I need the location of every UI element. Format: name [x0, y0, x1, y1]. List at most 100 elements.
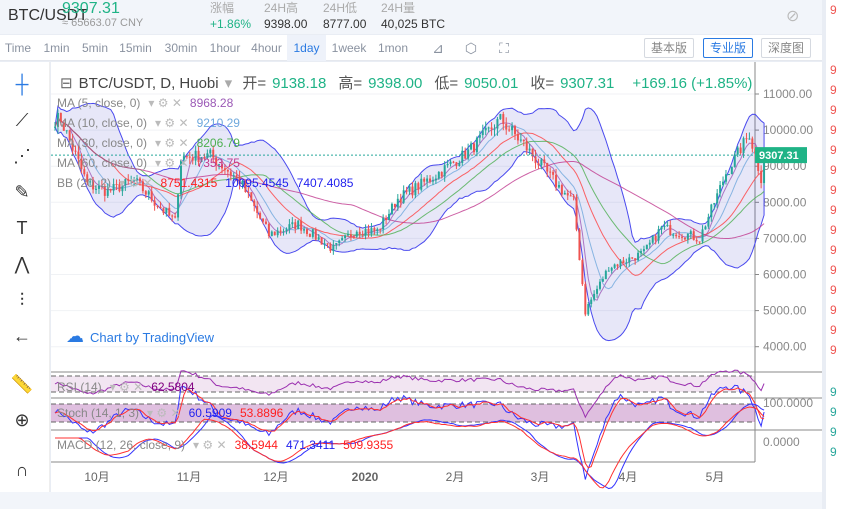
settings-icon[interactable]: ▾ ⚙ ✕ [119, 176, 153, 190]
indicators-icon[interactable]: ⬡ [464, 40, 478, 56]
ohlc-item: 低= 9050.01 [434, 75, 519, 92]
candle [320, 237, 323, 245]
settings-icon[interactable]: ▾ ⚙ ✕ [155, 156, 189, 170]
candle [270, 231, 273, 237]
candle [168, 207, 171, 216]
indicator-legend[interactable]: MACD (12, 26, close, 9) ▾ ⚙ ✕ 38.5944 471.3… [57, 438, 393, 452]
order-row[interactable]: 9 [830, 63, 837, 77]
candle [218, 164, 221, 166]
candle [226, 169, 229, 172]
view-button-2[interactable]: 深度图 [761, 38, 812, 58]
theme-toggle-icon[interactable]: ⊘ [786, 8, 800, 25]
candle [138, 178, 141, 182]
brush-icon[interactable]: ✎ [14, 182, 30, 202]
interval-1week[interactable]: 1week [331, 41, 367, 55]
indicator-legend[interactable]: Stoch (14, 1, 3) ▾ ⚙ ✕ 60.5909 53.8896 [57, 406, 283, 420]
order-row[interactable]: 9 [830, 323, 837, 337]
fullscreen-icon[interactable]: ⛶ [499, 40, 509, 56]
time-tick: 4月 [619, 470, 638, 484]
order-row[interactable]: 9 [830, 83, 837, 97]
interval-30min[interactable]: 30min [164, 41, 198, 55]
magnet-icon[interactable]: ∩ [15, 460, 29, 480]
crosshair-icon[interactable]: ┼ [15, 74, 29, 94]
indicator-legend[interactable]: MA (30, close, 0) ▾ ⚙ ✕ 8206.79 [57, 136, 240, 150]
fib-icon[interactable]: ⋰ [13, 146, 31, 166]
candle [736, 147, 739, 155]
order-row[interactable]: 9 [830, 183, 837, 197]
interval-4hour[interactable]: 4hour [251, 41, 282, 55]
candle [92, 181, 95, 190]
interval-Time[interactable]: Time [4, 41, 32, 55]
indicator-legend[interactable]: MA (10, close, 0) ▾ ⚙ ✕ 9210.29 [57, 116, 240, 130]
pattern-icon[interactable]: ⋀ [14, 254, 30, 274]
tradingview-watermark[interactable]: ☁ Chart by TradingView [66, 326, 214, 347]
order-row[interactable]: 9 [830, 223, 837, 237]
candle [672, 234, 675, 236]
view-button-0[interactable]: 基本版 [644, 38, 695, 58]
candle [581, 260, 584, 285]
settings-icon[interactable]: ▾ ⚙ ✕ [109, 380, 144, 394]
stoch-band [51, 404, 755, 422]
interval-1day[interactable]: 1day [287, 35, 326, 61]
order-row[interactable]: 9 [830, 3, 837, 17]
indicator-value: 38.5944 [234, 438, 278, 452]
indicator-legend[interactable]: RSI (14) ▾ ⚙ ✕ 62.5804 [57, 380, 195, 394]
order-row[interactable]: 9 [830, 103, 837, 117]
order-row[interactable]: 9 [830, 343, 837, 357]
settings-icon[interactable]: ▾ ⚙ ✕ [148, 96, 182, 110]
tradingview-logo-icon: ☁ [66, 326, 84, 346]
order-row[interactable]: 9 [830, 303, 837, 317]
order-row[interactable]: 9 [830, 283, 837, 297]
order-row[interactable]: 9 [830, 425, 837, 439]
interval-1mon[interactable]: 1mon [377, 41, 409, 55]
interval-15min[interactable]: 15min [119, 41, 152, 55]
candle [355, 231, 358, 237]
zoom-in-icon[interactable]: ⊕ [14, 410, 30, 430]
order-row[interactable]: 9 [830, 123, 837, 137]
collapse-icon[interactable]: ⊟ [60, 75, 73, 92]
chart-type-icon[interactable]: ⊿ [432, 40, 444, 56]
candle [311, 229, 314, 237]
text-icon[interactable]: T [16, 218, 28, 238]
indicator-label: BB (20, 2) [57, 176, 112, 190]
indicator-value: 8968.28 [189, 96, 234, 110]
stat-value: 40,025 BTC [381, 17, 446, 31]
candle [508, 129, 511, 131]
indicator-legend[interactable]: MA (60, close, 0) ▾ ⚙ ✕ 7353.75 [57, 156, 240, 170]
candle [382, 217, 385, 230]
candle [106, 189, 109, 196]
candle [267, 223, 270, 237]
candle [124, 179, 127, 186]
indicator-legend[interactable]: MA (5, close, 0) ▾ ⚙ ✕ 8968.28 [57, 96, 233, 110]
candle [182, 156, 185, 160]
interval-1min[interactable]: 1min [43, 41, 70, 55]
order-row[interactable]: 9 [830, 405, 837, 419]
chart-area[interactable]: 11000.00 10000.00 9000.00 8000.00 7000.00 600… [51, 62, 822, 492]
order-row[interactable]: 9 [830, 385, 837, 399]
candle [279, 230, 282, 232]
chart-title: ⊟ BTC/USDT, D, Huobi ▾ 开= 9138.18 高= 9398.00 低… [60, 72, 770, 93]
interval-5min[interactable]: 5min [81, 41, 108, 55]
chart-svg[interactable]: 11000.0010000.009000.008000.007000.00600… [51, 62, 822, 492]
prediction-icon[interactable]: ⫶ [19, 290, 25, 310]
order-row[interactable]: 9 [830, 263, 837, 277]
order-row[interactable]: 9 [830, 203, 837, 217]
order-row[interactable]: 9 [830, 445, 837, 459]
order-row[interactable]: 9 [830, 143, 837, 157]
settings-icon[interactable]: ▾ ⚙ ✕ [147, 406, 181, 420]
interval-1hour[interactable]: 1hour [209, 41, 241, 55]
stoch-d-line [54, 387, 765, 469]
settings-icon[interactable]: ▾ ⚙ ✕ [155, 136, 189, 150]
back-arrow-icon[interactable]: ← [13, 326, 31, 346]
rsi-line [54, 369, 765, 419]
settings-icon[interactable]: ▾ ⚙ ✕ [155, 116, 189, 130]
order-row[interactable]: 9 [830, 243, 837, 257]
indicator-legend[interactable]: BB (20, 2) ▾ ⚙ ✕ 8751.4315 10095.4545 7407.4… [57, 176, 353, 190]
view-button-1[interactable]: 专业版 [703, 38, 754, 58]
indicator-label: MACD (12, 26, close, 9) [57, 438, 186, 452]
order-row[interactable]: 9 [830, 163, 837, 177]
settings-icon[interactable]: ▾ ⚙ ✕ [193, 438, 227, 452]
trend-line-icon[interactable]: ⟋ [15, 110, 29, 130]
ruler-icon[interactable]: 📏 [10, 374, 34, 394]
candle [657, 229, 660, 241]
